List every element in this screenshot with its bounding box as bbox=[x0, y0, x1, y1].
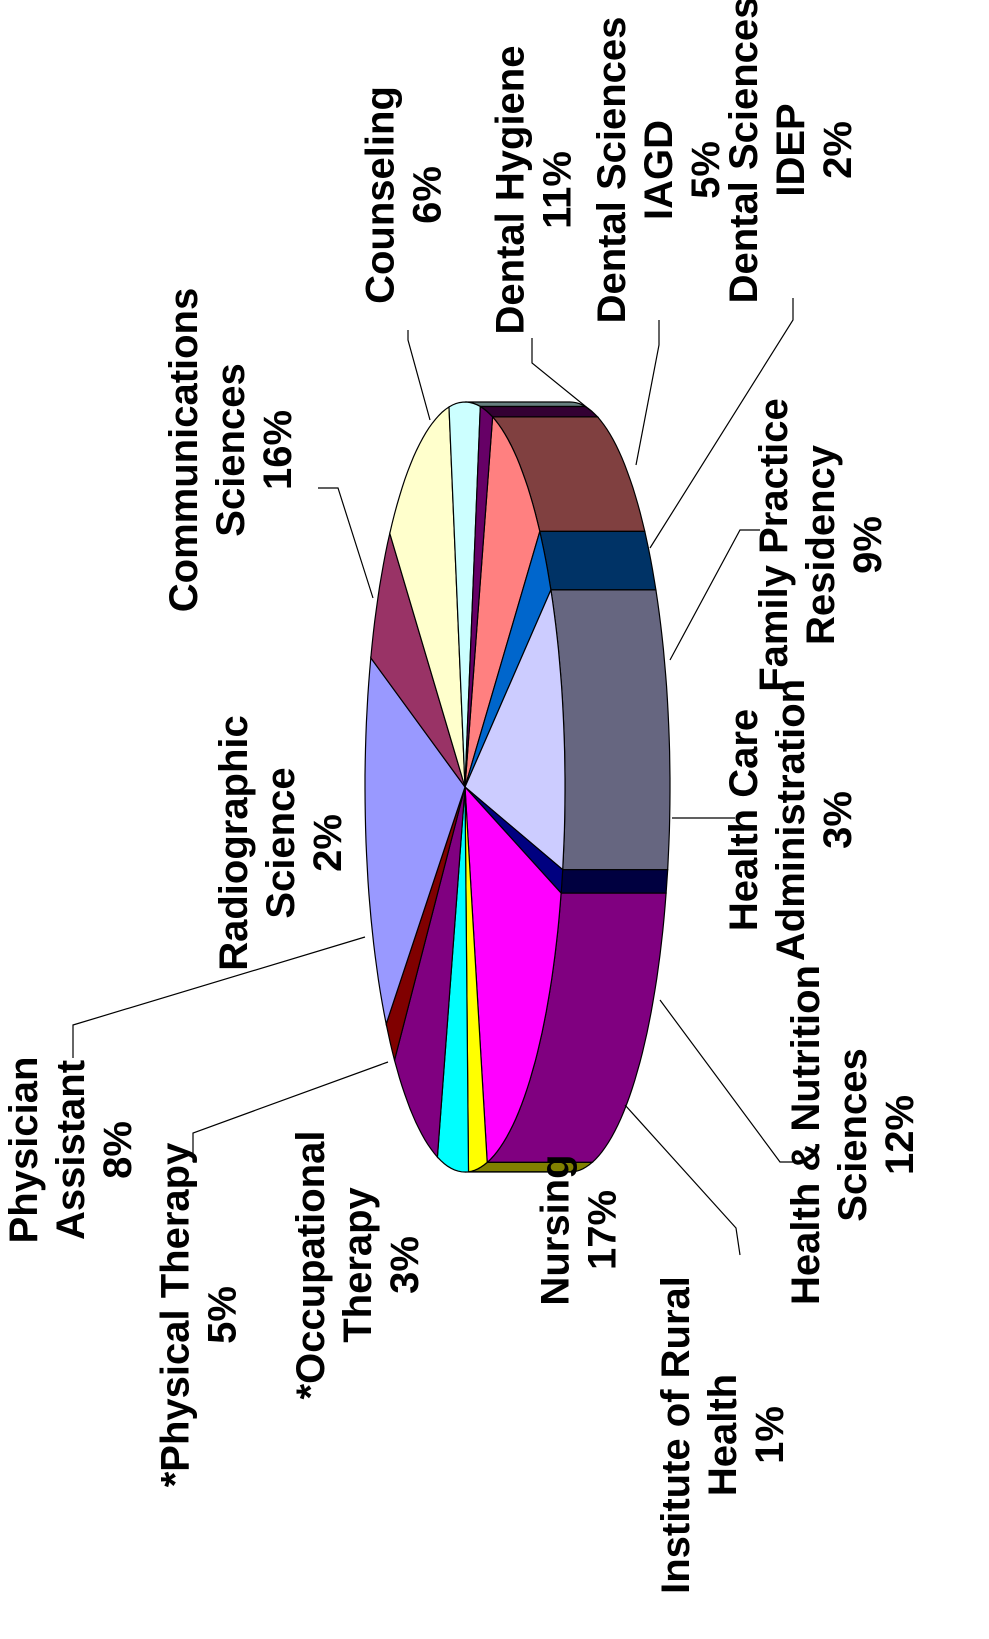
slice-label-line: Dental Sciences bbox=[722, 0, 766, 303]
pie-slice-counseling bbox=[370, 531, 466, 788]
pie-slice-dental-sciences-idep bbox=[464, 405, 494, 788]
pie-slice-dental-hygiene bbox=[389, 405, 466, 788]
slice-label-line: Radiographic bbox=[212, 715, 256, 971]
slice-label-dental-hygiene: Dental Hygiene11% bbox=[489, 46, 580, 335]
leader-line-dental-sciences-iagd bbox=[635, 320, 660, 466]
slice-label-line: 2% bbox=[306, 814, 350, 872]
leader-line-counseling bbox=[407, 330, 431, 421]
slice-label-line: *Occupational bbox=[289, 1131, 333, 1400]
slice-label-line: Science bbox=[259, 767, 303, 918]
pie-slice-occupational-therapy bbox=[464, 786, 488, 1173]
slice-label-line: Family Practice bbox=[752, 398, 796, 692]
pie-slice-nursing bbox=[464, 785, 562, 1164]
pie-side-dental-sciences-iagd bbox=[464, 401, 586, 408]
leader-lines bbox=[72, 298, 802, 1256]
slice-label-physical-therapy: *Physical Therapy5% bbox=[154, 1142, 245, 1487]
slice-label-line: Dental Hygiene bbox=[489, 46, 533, 335]
slice-label-line: 11% bbox=[536, 151, 580, 229]
slice-label-health-care-administration: Health CareAdministration3% bbox=[722, 679, 860, 961]
slice-label-line: 12% bbox=[878, 1095, 922, 1175]
leader-line-institute-of-rural-health bbox=[624, 1104, 741, 1256]
pie-side-health-nutrition-sciences bbox=[550, 589, 671, 871]
slice-label-dental-sciences-idep: Dental SciencesIDEP2% bbox=[722, 0, 860, 303]
slice-label-line: 17% bbox=[581, 1190, 625, 1270]
pie-slice-dental-sciences-iagd bbox=[448, 401, 481, 788]
leader-line-family-practice-residency bbox=[669, 529, 760, 661]
slice-label-line: 16% bbox=[256, 410, 300, 490]
leader-line-dental-sciences-idep bbox=[649, 298, 794, 549]
pie-slice-health-care-administration bbox=[464, 531, 552, 788]
pie-slice-family-practice-residency bbox=[464, 415, 541, 788]
leader-line-physical-therapy bbox=[192, 1061, 389, 1162]
leader-line-communications-sciences bbox=[318, 487, 374, 599]
slice-label-line: 8% bbox=[96, 1121, 140, 1179]
slice-label-line: 1% bbox=[748, 1406, 792, 1464]
slice-label-line: Counseling bbox=[359, 86, 403, 304]
slice-label-line: Administration bbox=[769, 679, 813, 961]
slice-label-line: Nursing bbox=[534, 1154, 578, 1305]
pie-side-health-care-administration bbox=[539, 530, 657, 591]
slice-label-communications-sciences: CommunicationsSciences16% bbox=[162, 288, 300, 612]
slice-label-line: 5% bbox=[201, 1286, 245, 1344]
slice-label-line: 9% bbox=[846, 516, 890, 574]
slice-label-line: 3% bbox=[816, 791, 860, 849]
pie-slice-communications-sciences bbox=[364, 656, 466, 1027]
leader-line-health-nutrition-sciences bbox=[659, 999, 802, 1163]
slice-label-line: *Physical Therapy bbox=[154, 1142, 198, 1487]
slice-label-line: IAGD bbox=[637, 120, 681, 220]
slice-label-radiographic-science: RadiographicScience2% bbox=[212, 715, 350, 971]
pie-side-institute-of-rural-health bbox=[560, 869, 669, 894]
leader-line-physician-assistant bbox=[72, 936, 366, 1058]
slice-label-family-practice-residency: Family PracticeResidency9% bbox=[752, 398, 890, 692]
slice-label-line: Sciences bbox=[831, 1048, 875, 1221]
slice-label-line: Physician bbox=[2, 1057, 46, 1244]
slice-label-line: Residency bbox=[799, 444, 843, 645]
slice-label-dental-sciences-iagd: Dental SciencesIAGD5% bbox=[590, 17, 728, 324]
slice-label-line: Sciences bbox=[209, 363, 253, 536]
slice-label-line: Assistant bbox=[49, 1060, 93, 1240]
slice-label-line: Institute of Rural bbox=[654, 1276, 698, 1594]
slice-label-line: Health bbox=[701, 1374, 745, 1496]
slice-label-nursing: Nursing17% bbox=[534, 1154, 625, 1305]
slice-label-line: Communications bbox=[162, 288, 206, 612]
slice-label-physician-assistant: PhysicianAssistant8% bbox=[2, 1057, 140, 1244]
slice-label-line: IDEP bbox=[769, 103, 813, 196]
pie-top-faces bbox=[364, 401, 566, 1173]
leader-line-dental-hygiene bbox=[531, 338, 591, 411]
pie-side-dental-sciences-idep bbox=[478, 405, 600, 418]
slice-label-line: 3% bbox=[383, 1236, 427, 1294]
pie-slice-physician-assistant bbox=[393, 786, 466, 1159]
slice-label-occupational-therapy: *OccupationalTherapy3% bbox=[289, 1131, 427, 1400]
slice-labels: Family PracticeResidency9%Health CareAdm… bbox=[2, 0, 922, 1594]
pie-slice-physical-therapy bbox=[436, 786, 470, 1173]
slice-label-line: Health Care bbox=[722, 709, 766, 931]
pie-slice-health-nutrition-sciences bbox=[464, 587, 566, 871]
pie-depth-sides bbox=[464, 401, 671, 1173]
slice-label-health-nutrition-sciences: Health & NutritionSciences12% bbox=[784, 965, 922, 1305]
slice-label-line: Health & Nutrition bbox=[784, 965, 828, 1305]
slice-label-line: 5% bbox=[684, 141, 728, 199]
slice-label-line: 6% bbox=[406, 166, 450, 224]
slice-label-line: Therapy bbox=[336, 1186, 380, 1342]
slice-label-counseling: Counseling6% bbox=[359, 86, 450, 304]
slice-label-line: 2% bbox=[816, 121, 860, 179]
slice-label-line: Dental Sciences bbox=[590, 17, 634, 324]
slice-label-institute-of-rural-health: Institute of RuralHealth1% bbox=[654, 1276, 792, 1594]
